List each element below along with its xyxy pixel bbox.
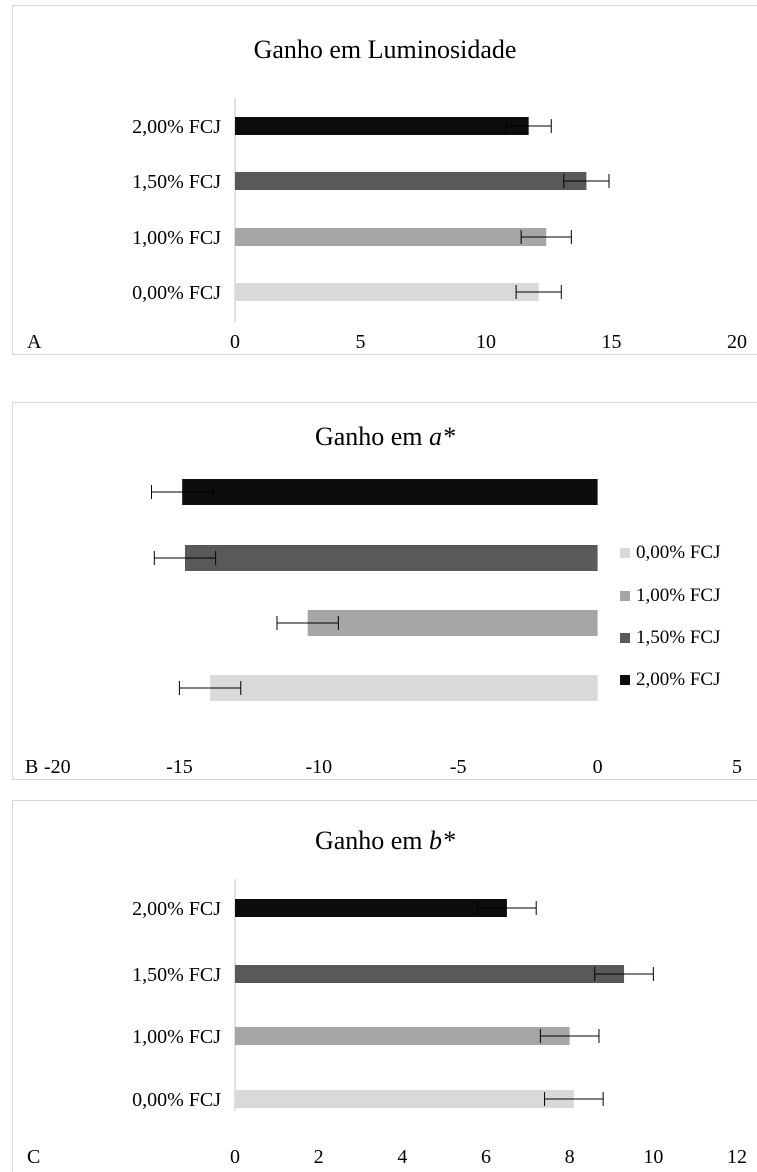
error-bar — [477, 901, 537, 915]
bar — [184, 545, 598, 571]
chart-panel-a-star: Ganho em a* B -20 -15 -10 -5 0 5 0,00% FCJ 1,00% … — [12, 402, 757, 780]
error-bar — [515, 285, 562, 299]
category-label: 1,50% FCJ — [132, 171, 221, 193]
bar — [210, 675, 598, 701]
x-tick-label: 6 — [481, 1146, 491, 1168]
chart-title-prefix: Ganho em — [315, 422, 429, 451]
chart-svg-luminosidade: Ganho em Luminosidade A 0 5 10 15 20 0,00% FCJ 1… — [27, 35, 747, 353]
x-tick-label: -5 — [450, 756, 467, 778]
x-tick-label: 4 — [397, 1146, 407, 1168]
bar — [235, 228, 547, 246]
x-tick-label: 5 — [732, 756, 742, 778]
category-label: 2,00% FCJ — [132, 116, 221, 138]
error-bar — [563, 174, 610, 188]
category-label: 1,00% FCJ — [132, 227, 221, 249]
panel-label: B — [25, 756, 38, 778]
panel-label: A — [27, 331, 42, 353]
bar — [235, 1090, 574, 1108]
category-label: 0,00% FCJ — [132, 282, 221, 304]
bar — [235, 1027, 570, 1045]
x-tick-label: 15 — [602, 331, 622, 353]
chart-panel-b-star: Ganho em b* C 0 2 4 6 8 10 12 0,00% FCJ 1,00% FCJ 1… — [12, 800, 757, 1171]
legend-swatch — [620, 548, 630, 558]
bar — [307, 610, 598, 636]
x-tick-label: 5 — [356, 331, 366, 353]
chart-title: Ganho em a* — [315, 422, 455, 451]
x-tick-label: 0 — [230, 331, 240, 353]
x-tick-label: 20 — [727, 331, 747, 353]
category-label: 0,00% FCJ — [132, 1089, 221, 1111]
bar — [235, 965, 625, 983]
x-tick-label: 2 — [314, 1146, 324, 1168]
error-bar — [520, 230, 572, 244]
chart-svg-b-star: Ganho em b* C 0 2 4 6 8 10 12 0,00% FCJ 1,00% FCJ 1… — [27, 826, 747, 1168]
legend-swatch — [620, 633, 630, 643]
error-bar — [276, 616, 339, 630]
legend-label: 2,00% FCJ — [636, 669, 720, 690]
chart-title: Ganho em Luminosidade — [254, 35, 517, 64]
legend-swatch — [620, 591, 630, 601]
legend-label: 0,00% FCJ — [636, 542, 720, 563]
x-tick-label: 0 — [593, 756, 603, 778]
error-bar — [539, 1029, 600, 1043]
error-bar — [153, 551, 217, 565]
bar — [182, 479, 598, 505]
category-label: 2,00% FCJ — [132, 898, 221, 920]
chart-title-prefix: Ganho em — [315, 826, 429, 855]
panel-label: C — [27, 1146, 40, 1168]
category-label: 1,50% FCJ — [132, 964, 221, 986]
error-bar — [505, 119, 552, 133]
legend-label: 1,50% FCJ — [636, 627, 720, 648]
x-tick-label: 10 — [476, 331, 496, 353]
bar — [235, 283, 539, 301]
legend-swatch — [620, 675, 630, 685]
chart-title: Ganho em b* — [315, 826, 455, 855]
chart-title-variable: b* — [429, 826, 455, 855]
x-tick-label: 12 — [727, 1146, 747, 1168]
chart-svg-a-star: Ganho em a* B -20 -15 -10 -5 0 5 0,00% FCJ 1,00% … — [25, 422, 742, 778]
bar — [235, 899, 507, 917]
chart-title-variable: a* — [429, 422, 455, 451]
error-bar — [594, 967, 654, 981]
chart-panel-luminosidade: Ganho em Luminosidade A 0 5 10 15 20 0,00% FCJ 1… — [12, 5, 757, 355]
error-bar — [151, 485, 214, 499]
error-bar — [544, 1092, 604, 1106]
x-tick-label: -20 — [44, 756, 71, 778]
x-tick-label: -10 — [305, 756, 332, 778]
x-tick-label: -15 — [166, 756, 193, 778]
error-bar — [178, 681, 242, 695]
bar — [235, 117, 529, 135]
bar — [235, 172, 587, 190]
category-label: 1,00% FCJ — [132, 1026, 221, 1048]
legend-label: 1,00% FCJ — [636, 585, 720, 606]
x-tick-label: 0 — [230, 1146, 240, 1168]
x-tick-label: 10 — [643, 1146, 663, 1168]
x-tick-label: 8 — [565, 1146, 575, 1168]
